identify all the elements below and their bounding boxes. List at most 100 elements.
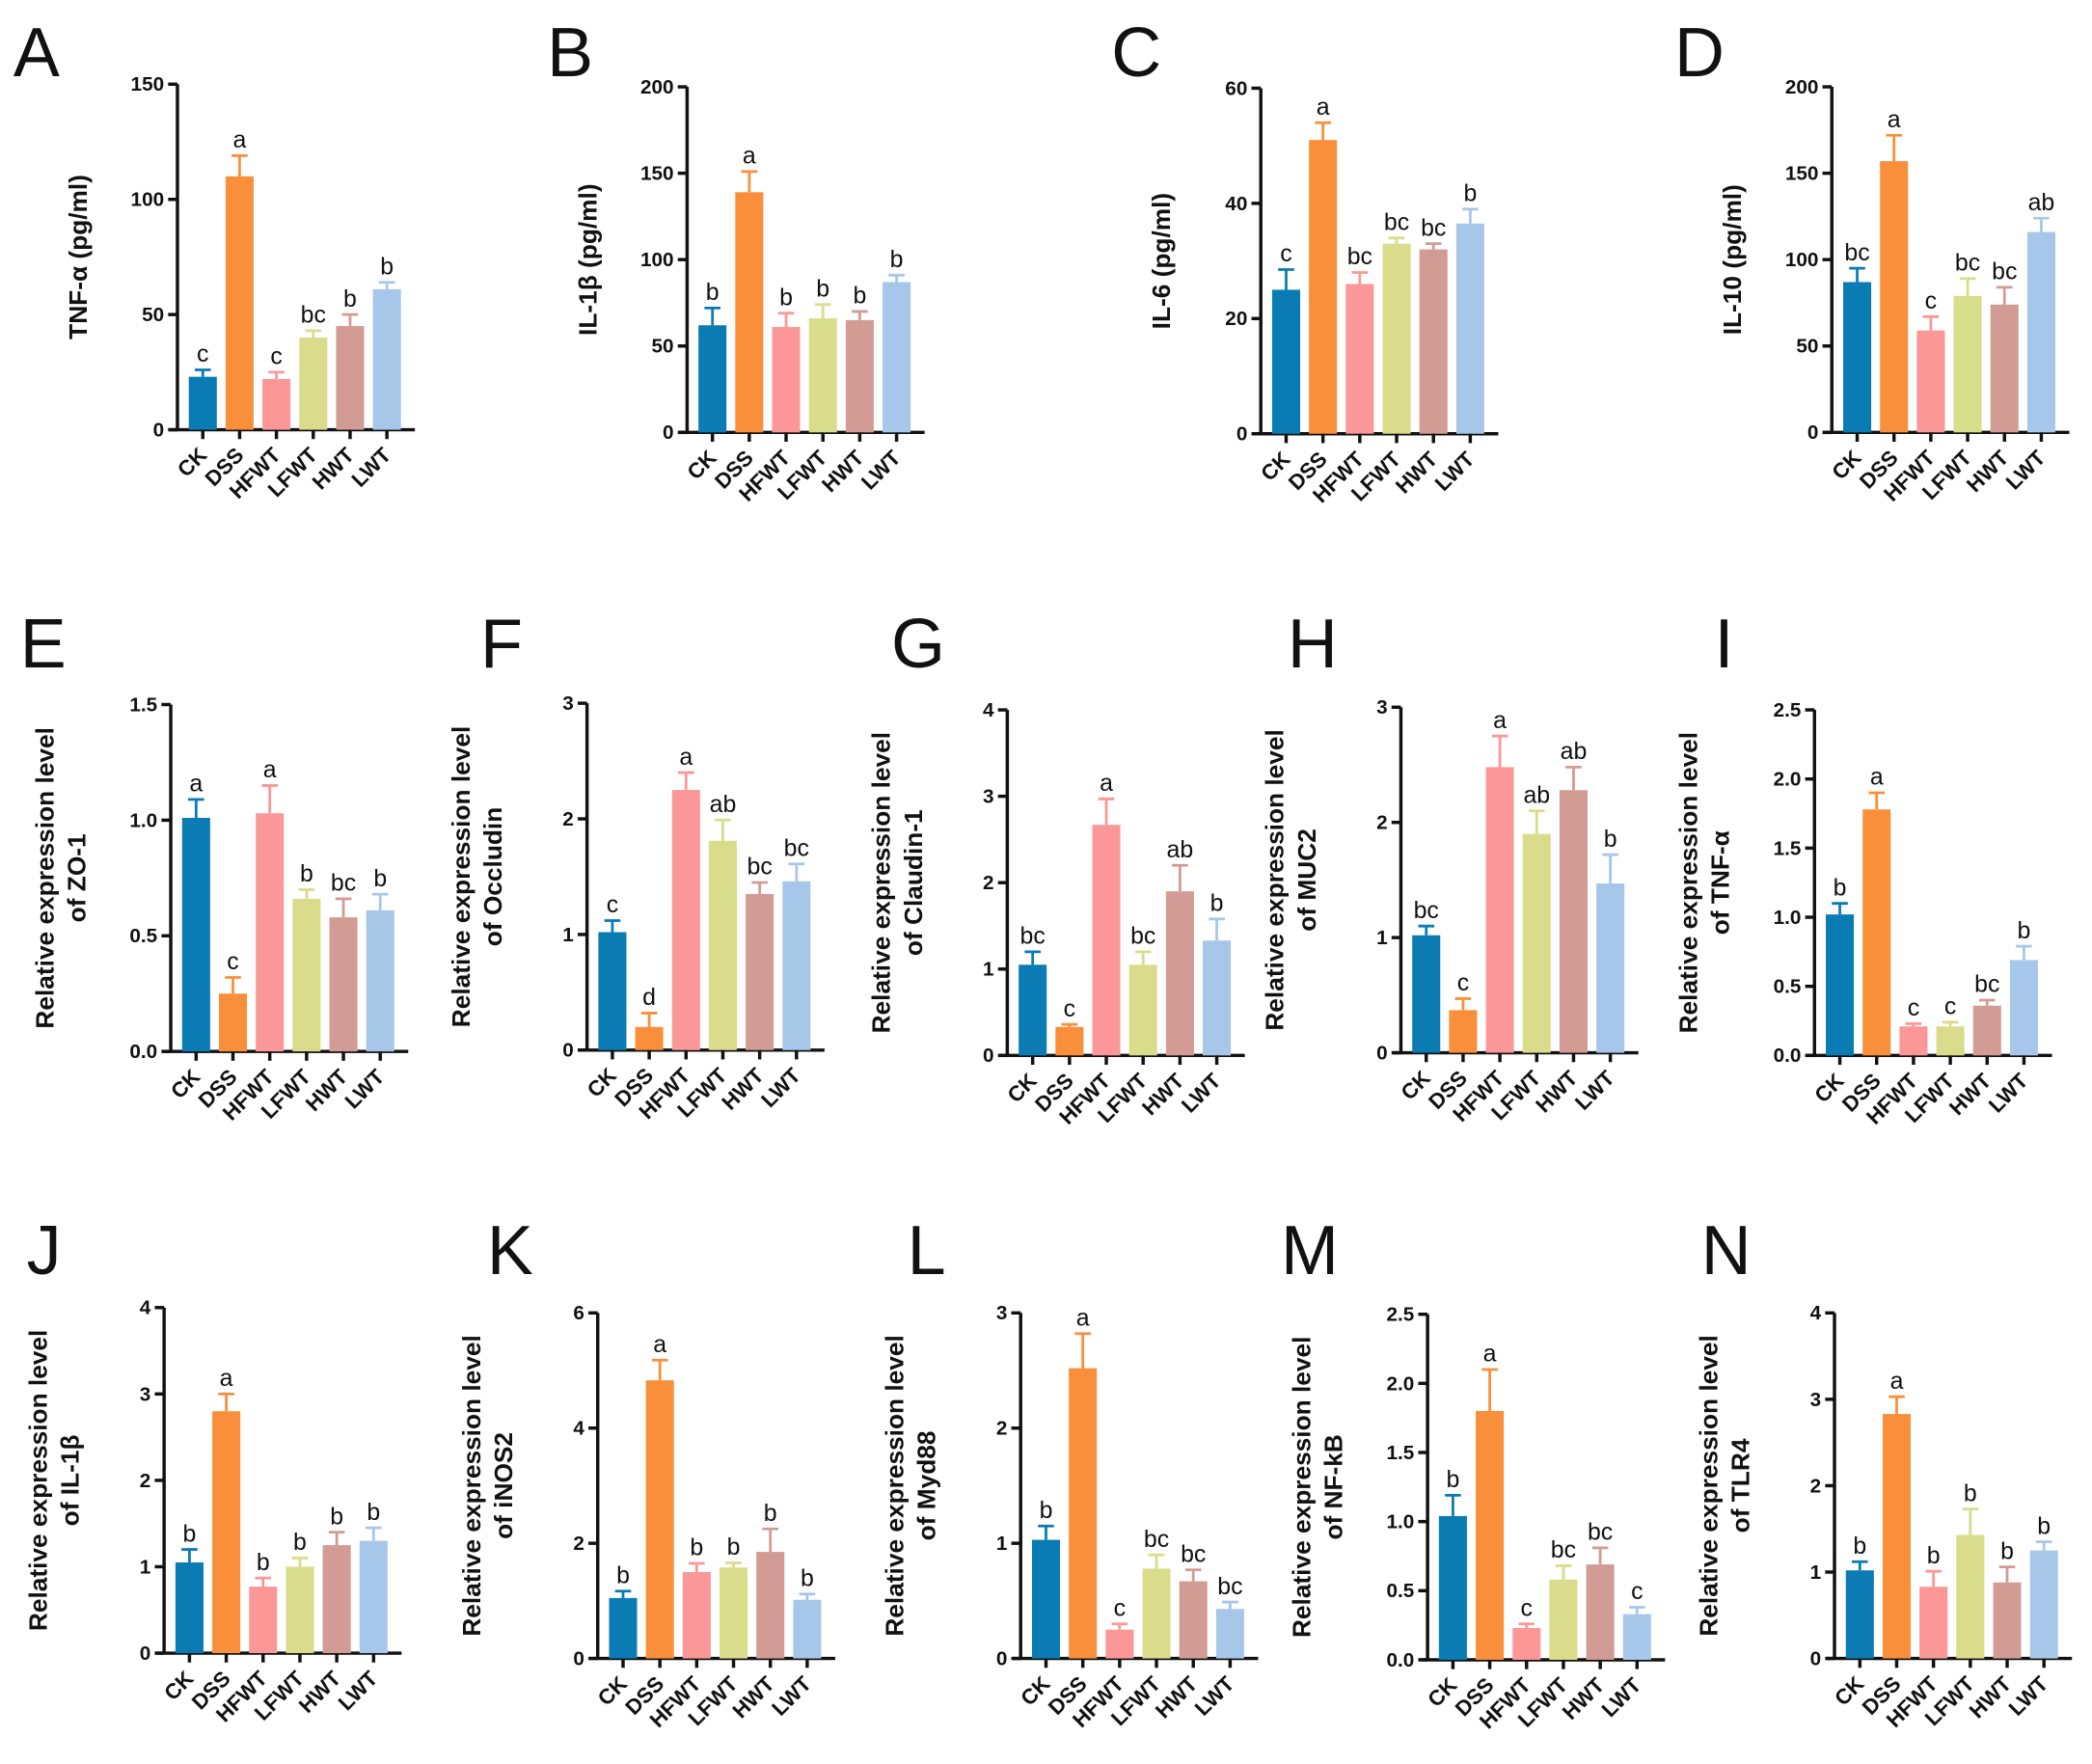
significance-letter: c (1114, 1594, 1126, 1621)
panel-D: DIL-10 (pg/ml)050100150200bcCKaDSScHFWTb… (1674, 14, 2070, 506)
bar-DSS (1309, 140, 1338, 434)
x-tick-label: LWT (1597, 1672, 1646, 1722)
y-tick-label: 0.0 (1774, 1045, 1802, 1067)
y-tick-label: 3 (562, 692, 574, 715)
significance-letter: bc (1347, 243, 1372, 270)
significance-letter: a (679, 744, 693, 771)
bar-HWT (322, 1545, 351, 1654)
bar-DSS (218, 993, 248, 1052)
bar-DSS (1069, 1368, 1098, 1659)
y-axis-label: of IL-1β (56, 1434, 85, 1526)
panel-B: BIL-1β (pg/ml)050100150200bCKaDSSbHFWTbL… (547, 14, 925, 506)
panel-label: M (1281, 1212, 1339, 1289)
bar-HWT (1586, 1564, 1615, 1660)
y-tick-label: 0.5 (129, 925, 157, 947)
significance-letter: bc (784, 834, 809, 861)
y-tick-label: 2.0 (1386, 1372, 1414, 1395)
y-tick-label: 200 (640, 76, 674, 98)
panel-I: I Relative expression level of TNF-α 0.0 0.5… (1674, 606, 2052, 1129)
y-tick-label: 150 (131, 73, 165, 95)
y-tick-label: 2.5 (1386, 1304, 1414, 1326)
y-tick-label: 4 (1810, 1302, 1822, 1324)
y-tick-label: 150 (640, 163, 674, 185)
bar-HWT (746, 893, 774, 1050)
bar-CK (1843, 282, 1872, 433)
bar-LFWT (1956, 1534, 1985, 1659)
bar-HFWT (1916, 330, 1945, 433)
panel-label: C (1111, 14, 1161, 92)
panel-label: K (487, 1212, 533, 1289)
y-tick-label: 2 (573, 1533, 584, 1555)
bar-HWT (1419, 249, 1448, 434)
bar-LWT (1203, 940, 1232, 1056)
bar-LWT (2009, 960, 2038, 1056)
y-tick-label: 0 (1376, 1042, 1388, 1064)
significance-letter: b (2018, 917, 2031, 944)
y-axis-label: Relative expression level (867, 732, 896, 1033)
y-tick-label: 3 (996, 1302, 1008, 1324)
significance-letter: c (227, 948, 238, 975)
bar-HFWT (1512, 1627, 1541, 1660)
significance-letter: b (2000, 1537, 2014, 1564)
y-tick-label: 40 (1225, 193, 1247, 215)
y-axis-label: Relative expression level (30, 727, 59, 1028)
significance-letter: b (1446, 1466, 1459, 1493)
y-axis-label: of Occludin (478, 807, 507, 946)
y-axis-label: Relative expression level (1261, 729, 1290, 1030)
x-tick-label: LWT (856, 446, 906, 495)
bar-HFWT (1899, 1026, 1928, 1056)
y-tick-label: 1.5 (129, 693, 157, 716)
y-tick-label: 3 (1810, 1389, 1822, 1411)
bar-HWT (1559, 790, 1588, 1053)
significance-letter: bc (1588, 1519, 1613, 1546)
y-axis-label: of ZO-1 (63, 833, 92, 922)
bar-CK (1271, 289, 1301, 434)
bar-LWT (1596, 883, 1625, 1053)
bar-DSS (735, 192, 764, 433)
y-tick-label: 1 (996, 1533, 1008, 1555)
panel-M: M Relative expression level of NF-kB 0.0 0.5… (1281, 1212, 1666, 1733)
significance-letter: ab (710, 791, 737, 818)
significance-letter: a (263, 756, 277, 783)
significance-letter: b (257, 1549, 270, 1576)
significance-letter: a (1493, 707, 1507, 734)
significance-letter: b (890, 246, 904, 273)
bar-HWT (1972, 1005, 2001, 1056)
y-tick-label: 3 (140, 1383, 151, 1405)
y-tick-label: 0.5 (1774, 976, 1802, 998)
significance-letter: bc (1130, 923, 1155, 950)
y-tick-label: 0 (983, 1045, 994, 1067)
x-tick-label: LWT (340, 1064, 390, 1113)
significance-letter: b (1604, 826, 1617, 853)
bar-HWT (336, 326, 365, 430)
significance-letter: b (779, 284, 793, 311)
significance-letter: b (367, 1499, 380, 1526)
significance-letter: bc (1551, 1536, 1576, 1563)
significance-letter: b (1964, 1479, 1977, 1506)
y-axis-label: IL-10 (pg/ml) (1718, 184, 1747, 335)
x-tick-label: LWT (2004, 1671, 2053, 1721)
significance-letter: b (1210, 890, 1224, 917)
bar-HWT (756, 1552, 785, 1659)
significance-letter: a (220, 1365, 233, 1392)
y-tick-label: 1 (140, 1556, 151, 1578)
y-axis-label: of iNOS2 (489, 1432, 518, 1539)
bar-LWT (2026, 231, 2055, 433)
bar-DSS (1882, 1414, 1912, 1659)
significance-letter: bc (331, 870, 356, 897)
significance-letter: b (727, 1533, 741, 1560)
panel-label: D (1674, 14, 1725, 92)
x-tick-label: LWT (1177, 1069, 1226, 1118)
y-tick-label: 0 (1807, 421, 1819, 444)
significance-letter: c (1457, 969, 1469, 996)
y-tick-label: 50 (651, 336, 673, 358)
significance-letter: bc (1020, 923, 1046, 950)
bar-HFWT (671, 790, 700, 1050)
bar-LFWT (1128, 964, 1157, 1056)
y-axis-label: IL-1β (pg/ml) (573, 183, 602, 336)
bar-HWT (1993, 1582, 2022, 1659)
y-axis-label: IL-6 (pg/ml) (1147, 193, 1176, 330)
bar-HFWT (249, 1587, 278, 1654)
